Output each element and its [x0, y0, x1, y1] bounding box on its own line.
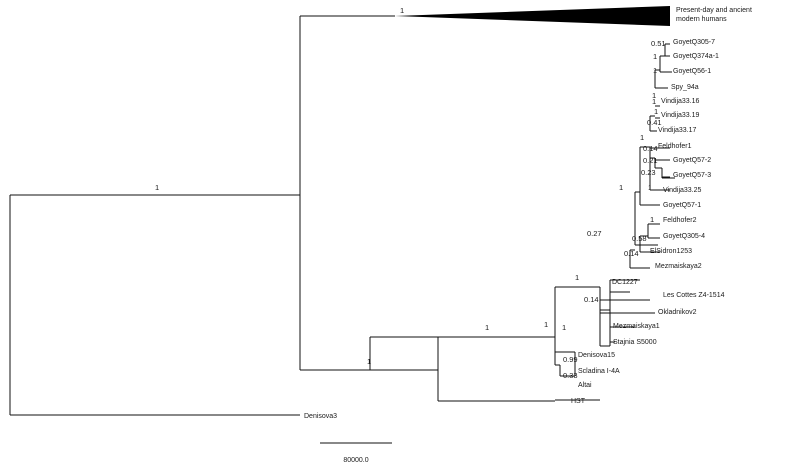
- tip-labels: Present-day and ancient modern humans Goye…: [304, 7, 752, 420]
- support-value-vindija16-19: 1: [654, 107, 658, 116]
- support-value-denisova15-node: 0.99: [563, 355, 578, 364]
- tip-label-denisova3: Denisova3: [304, 413, 337, 420]
- tip-label-les-cottes: Les Cottes Z4-1514: [663, 292, 725, 299]
- support-value-nean-after-hst: 1: [485, 323, 489, 332]
- tip-label-goyetq56-1: GoyetQ56-1: [673, 68, 711, 75]
- tip-label-altai: Altai: [578, 382, 592, 389]
- tree-branches: [9, 15, 675, 416]
- support-value-vindija-outer: 0.41: [647, 118, 662, 127]
- tip-label-feldhofer2: Feldhofer2: [663, 217, 697, 224]
- tip-label-mezmaiskaya2: Mezmaiskaya2: [655, 263, 702, 270]
- tip-label-goyetq57-3: GoyetQ57-3: [673, 172, 711, 179]
- tip-label-goyetq305-4: GoyetQ305-4: [663, 233, 705, 240]
- support-value-goyet305-7-pair: 0.51: [651, 39, 666, 48]
- tip-label-vindija33-16: Vindija33.16: [661, 98, 700, 105]
- tip-label-vindija33-25: Vindija33.25: [663, 187, 702, 194]
- tip-label-mezmaiskaya1: Mezmaiskaya1: [613, 323, 660, 330]
- support-value-feldhofer1-node: 0.14: [643, 144, 658, 153]
- support-value-feldhofer2-pair: 1: [650, 215, 654, 224]
- tip-label-goyetq374a-1: GoyetQ374a-1: [673, 53, 719, 60]
- support-value-goyet305-4-node: 0.58: [632, 234, 647, 243]
- tip-label-elsidron1253: ElSidron1253: [650, 248, 692, 255]
- support-value-late-core: 1: [640, 133, 644, 142]
- support-value-goyet56-group: 1: [653, 66, 657, 75]
- support-value-late-nean: 1: [619, 183, 623, 192]
- support-value-neanderthal-branch: 1: [367, 357, 371, 366]
- support-value-goyet57-3-node: 0.23: [641, 168, 656, 177]
- tip-label-goyetq57-2: GoyetQ57-2: [673, 157, 711, 164]
- scale-bar-label: 80000.0: [343, 457, 368, 464]
- support-value-vindija25-node: 1: [648, 183, 652, 192]
- tip-label-scladina: Scladina I-4A: [578, 368, 620, 375]
- tip-label-dc1227: DC1227: [612, 279, 638, 286]
- support-value-spy-group: 1: [652, 91, 656, 100]
- support-value-modern-branch: 1: [400, 6, 404, 15]
- support-value-nean-after-denisova: 1: [544, 320, 548, 329]
- support-value-nean-dc1227: 0.27: [587, 229, 602, 238]
- tip-label-hst: HST: [571, 398, 586, 405]
- tip-label-denisova15: Denisova15: [578, 352, 615, 359]
- support-value-elsidron-node: 0.14: [624, 249, 639, 258]
- support-value-scladina-node: 0.33: [563, 371, 578, 380]
- tip-label-stajnia: Stajnia S5000: [613, 339, 657, 346]
- tip-label-feldhofer1: Feldhofer1: [658, 143, 692, 150]
- support-value-nean-mezmaiskaya1-stajnia: 1: [575, 273, 579, 282]
- support-value-goyet374-pair: 1: [653, 52, 657, 61]
- tip-label-spy-94a: Spy_94a: [671, 84, 699, 91]
- support-value-nean-after-okladnikov: 1: [562, 323, 566, 332]
- tip-label-vindija33-17: Vindija33.17: [658, 127, 697, 134]
- support-value-vindija-group: 1: [652, 97, 656, 106]
- scale-bar: 80000.0: [320, 442, 392, 464]
- tip-label-okladnikov2: Okladnikov2: [658, 309, 697, 316]
- tip-label-goyetq57-1: GoyetQ57-1: [663, 202, 701, 209]
- support-value-nean-les-cottes: 0.14: [584, 295, 599, 304]
- support-value-root-upper: 1: [155, 183, 159, 192]
- collapsed-clade-triangle: [395, 6, 670, 26]
- support-value-goyet57-2-node: 0.21: [643, 156, 658, 165]
- tip-label-modern: Present-day and ancient modern humans: [676, 7, 752, 23]
- tip-label-vindija33-19: Vindija33.19: [661, 112, 700, 119]
- tip-label-goyetq305-7: GoyetQ305-7: [673, 39, 715, 46]
